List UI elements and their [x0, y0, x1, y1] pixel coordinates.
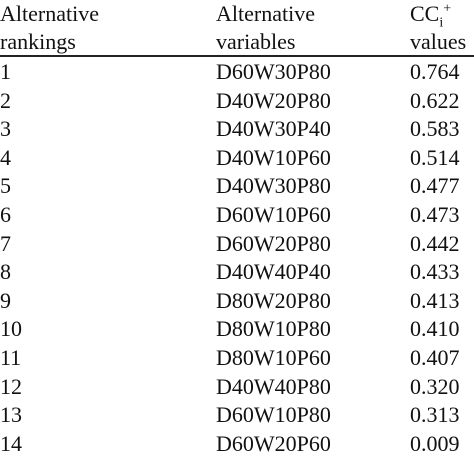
table-cell: 3: [0, 116, 11, 142]
table-cell: D40W40P40: [216, 259, 331, 285]
table-cell: 0.514: [410, 144, 460, 170]
table-cell: D40W20P80: [216, 87, 331, 113]
table-cell: 0.313: [410, 402, 460, 428]
table-cell: D80W20P80: [216, 287, 331, 313]
table-cell: 9: [0, 287, 11, 313]
table-cell: 0.413: [410, 287, 460, 313]
table-cell: 14: [0, 430, 22, 456]
table-cell: D40W40P80: [216, 373, 331, 399]
table-cell: D80W10P80: [216, 316, 331, 342]
table-cell: 2: [0, 87, 11, 113]
table-cell: 13: [0, 402, 22, 428]
header-subscript: i: [439, 15, 444, 31]
table-cell: 0.407: [410, 345, 460, 370]
table-cell: D40W10P60: [216, 144, 331, 170]
table-cell: 0.764: [410, 59, 460, 84]
table-cell: 6: [0, 202, 11, 227]
table-cell: 0.009: [410, 430, 460, 456]
table-cell: D80W10P60: [216, 345, 331, 370]
header-cell: rankings: [0, 29, 76, 54]
table-cell: 0.473: [410, 202, 460, 227]
table-cell: D60W10P80: [216, 402, 331, 428]
table-cell: 12: [0, 373, 22, 399]
table-cell: D60W20P60: [216, 430, 331, 456]
header-rule: [0, 55, 474, 57]
header-cell: Alternative: [0, 1, 99, 26]
header-base: CC: [410, 1, 440, 26]
table-cell: D40W30P40: [216, 116, 331, 142]
table-cell: 0.442: [410, 230, 460, 256]
header-cell: CCi+: [410, 1, 452, 31]
table-cell: 0.410: [410, 316, 460, 342]
table-cell: 4: [0, 144, 11, 170]
table-cell: 11: [0, 345, 22, 370]
table-cell: D60W30P80: [216, 59, 331, 84]
table-cell: D60W20P80: [216, 230, 331, 256]
table-cell: 0.477: [410, 173, 460, 199]
table-cell: 1: [0, 59, 11, 84]
table-cell: 0.433: [410, 259, 460, 285]
table-cell: 0.622: [410, 87, 460, 113]
table-cell: 0.320: [410, 373, 460, 399]
table-cell: 0.583: [410, 116, 460, 142]
table-cell: D40W30P80: [216, 173, 331, 199]
table-cell: 10: [0, 316, 22, 342]
header-superscript: +: [443, 1, 452, 17]
header-cell: Alternative: [216, 1, 315, 26]
table-cell: 5: [0, 173, 11, 199]
table-cell: D60W10P60: [216, 202, 331, 227]
header-cell: values: [410, 29, 467, 54]
header-cell: variables: [216, 29, 296, 54]
table-cell: 7: [0, 230, 11, 256]
table-cell: 8: [0, 259, 11, 285]
